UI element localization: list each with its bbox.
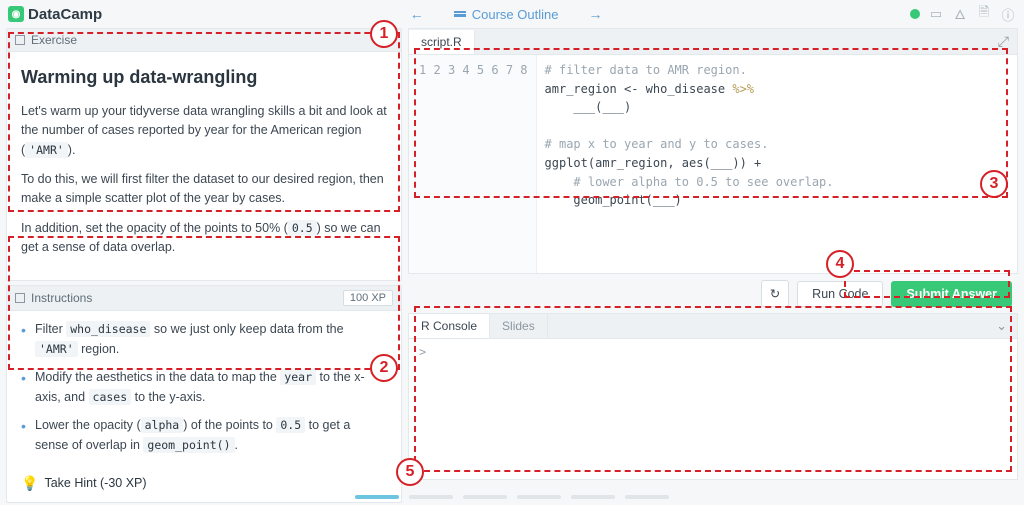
doc-icon[interactable]: 🗎	[976, 6, 992, 22]
video-icon[interactable]: ▭	[928, 6, 944, 22]
reset-button[interactable]: ↻	[761, 280, 789, 307]
status-dot	[910, 9, 920, 19]
code-editor[interactable]: 1 2 3 4 5 6 7 8 # filter data to AMR reg…	[408, 54, 1018, 274]
run-code-button[interactable]: Run Code	[797, 281, 883, 307]
exercise-p3: In addition, set the opacity of the poin…	[21, 219, 387, 258]
take-hint-button[interactable]: 💡 Take Hint (-30 XP)	[7, 469, 401, 502]
brand-text: DataCamp	[28, 6, 102, 23]
bulb-icon: 💡	[21, 475, 38, 492]
submit-answer-button[interactable]: Submit Answer	[891, 281, 1012, 307]
instructions-icon	[15, 293, 25, 303]
prev-arrow[interactable]: ←	[410, 6, 424, 22]
top-right-icons: ▭ 🜂 🗎 ⓘ	[910, 6, 1016, 22]
instruction-item: Lower the opacity (alpha) of the points …	[21, 415, 387, 455]
console-collapse-icon[interactable]: ⌄	[986, 314, 1017, 338]
bell-icon[interactable]: 🜂	[952, 6, 968, 22]
instructions-head-label: Instructions	[31, 291, 92, 305]
editor-tab-script[interactable]: script.R	[409, 30, 475, 54]
exercise-icon	[15, 35, 25, 45]
hint-label: Take Hint (-30 XP)	[44, 476, 146, 490]
exercise-p2: To do this, we will first filter the dat…	[21, 170, 387, 209]
instructions-panel: Instructions 100 XP Filter who_disease s…	[6, 285, 402, 503]
progress-indicator	[355, 495, 669, 499]
exercise-head-label: Exercise	[31, 33, 77, 47]
xp-badge: 100 XP	[343, 290, 393, 306]
course-outline-button[interactable]: Course Outline	[454, 7, 559, 22]
exercise-panel: Exercise Warming up data-wrangling Let's…	[6, 28, 402, 281]
editor-panel: script.R ⤢ 1 2 3 4 5 6 7 8 # filter data…	[408, 28, 1018, 309]
brand-icon: ◉	[8, 6, 24, 22]
console-prompt: >	[419, 345, 426, 359]
info-icon[interactable]: ⓘ	[1000, 6, 1016, 22]
line-gutter: 1 2 3 4 5 6 7 8	[409, 55, 537, 273]
course-outline-label: Course Outline	[472, 7, 559, 22]
console-body[interactable]: >	[408, 338, 1018, 480]
console-tab-r[interactable]: R Console	[409, 314, 490, 338]
console-tab-slides[interactable]: Slides	[490, 314, 548, 338]
code-content: # filter data to AMR region. amr_region …	[537, 55, 842, 273]
instruction-item: Filter who_disease so we just only keep …	[21, 319, 387, 359]
menu-icon	[454, 11, 466, 17]
brand[interactable]: ◉ DataCamp	[8, 6, 102, 23]
exercise-p1: Let's warm up your tidyverse data wrangl…	[21, 102, 387, 160]
next-arrow[interactable]: →	[588, 6, 602, 22]
exercise-title: Warming up data-wrangling	[21, 64, 387, 92]
instruction-item: Modify the aesthetics in the data to map…	[21, 367, 387, 407]
editor-expand-icon[interactable]: ⤢	[990, 29, 1017, 54]
console-panel: R Console Slides ⌄ >	[408, 313, 1018, 480]
